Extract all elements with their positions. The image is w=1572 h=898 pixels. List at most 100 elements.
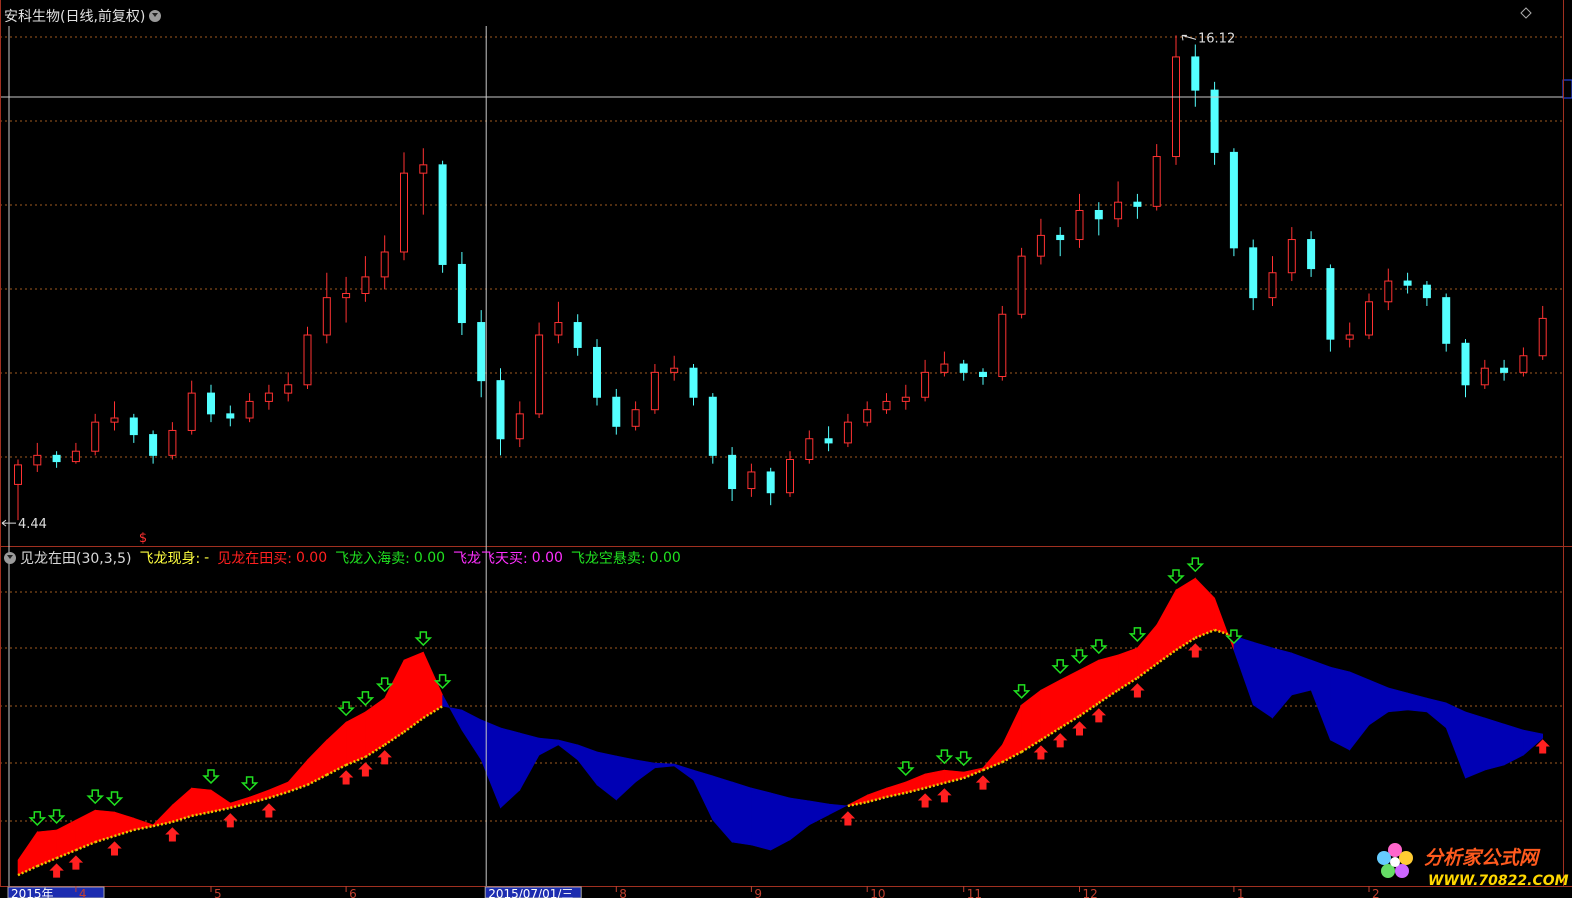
slow-line — [56, 848, 77, 860]
x-tick-label: 6 — [349, 887, 357, 898]
candle-body — [477, 322, 486, 382]
label-arrow — [1181, 34, 1197, 41]
indicator-header: 见龙在田(30,3,5) 飞龙现身: - 见龙在田买: 0.00 飞龙入海卖: 0.00 飞… — [4, 549, 689, 567]
slow-line — [847, 800, 868, 808]
candle-body — [573, 322, 582, 348]
candle-body — [1094, 209, 1103, 220]
logo-center — [1390, 857, 1400, 867]
buy-arrow — [1033, 745, 1049, 760]
candle-body — [1152, 156, 1161, 207]
candle-body — [52, 454, 61, 463]
dropdown-icon[interactable] — [4, 552, 16, 564]
band-fill — [1291, 652, 1312, 696]
slow-line — [114, 828, 135, 838]
x-tick-label: 12 — [1083, 887, 1098, 898]
band-fill — [1252, 641, 1273, 719]
candle-body — [129, 417, 138, 436]
candle-body — [1365, 301, 1373, 336]
candle-body — [14, 464, 22, 485]
slow-line — [210, 806, 231, 814]
sell-arrow — [954, 751, 973, 767]
candle-body — [766, 471, 775, 494]
candle-body — [631, 409, 640, 427]
x-tick-label: 1 — [1237, 887, 1245, 898]
candle-body — [1268, 272, 1277, 299]
sell-arrow — [105, 791, 124, 807]
candle-body — [400, 172, 408, 253]
candle-body — [361, 276, 370, 294]
sell-arrow — [375, 677, 394, 693]
slow-line — [133, 824, 154, 832]
band-fill — [1175, 577, 1196, 651]
buy-arrow — [937, 788, 952, 803]
stock-title: 安科生物(日线,前复权) — [4, 9, 146, 25]
candle-body — [515, 413, 524, 440]
candle-body — [1422, 284, 1431, 299]
buy-arrow — [358, 762, 373, 777]
logo-petal — [1381, 864, 1395, 878]
sell-arrow — [896, 761, 915, 777]
candle-body — [342, 292, 351, 299]
candle-body — [1036, 234, 1045, 257]
legend-name: 飞龙空悬卖: — [570, 551, 646, 567]
x-tick-label: 2015年 — [11, 887, 54, 898]
candle-body — [612, 396, 621, 427]
candle-body — [1017, 255, 1026, 315]
candle-body — [747, 471, 756, 490]
buy-arrow — [1188, 643, 1203, 658]
candle-body — [322, 297, 331, 336]
slow-line — [963, 768, 984, 780]
candle-body — [979, 371, 987, 378]
x-tick-label: 2 — [1372, 887, 1380, 898]
sell-arrow — [1225, 629, 1243, 645]
candle-body — [554, 322, 563, 336]
buy-arrow — [917, 793, 933, 808]
slow-line — [287, 783, 308, 794]
candle-body — [728, 454, 737, 490]
candle-body — [805, 438, 814, 461]
buy-arrow — [165, 827, 180, 842]
x-tick-label: 2015/07/01/三 — [488, 887, 573, 898]
logo-petal — [1399, 851, 1413, 865]
logo: 分析家公式网 WWW.70822.COM — [1377, 843, 1569, 889]
sell-arrow — [433, 674, 452, 689]
candle-body — [71, 450, 80, 463]
slow-line — [924, 781, 945, 790]
candle-body — [882, 400, 891, 411]
slow-line — [94, 834, 115, 844]
sell-arrow — [1089, 639, 1108, 655]
legend-value: 0.00 — [531, 550, 563, 566]
sell-arrow — [1186, 557, 1205, 573]
candle-body — [959, 363, 968, 373]
buy-arrow — [840, 811, 856, 826]
candle-body — [303, 334, 312, 386]
candle-body — [1210, 89, 1219, 153]
sell-arrow — [28, 811, 47, 826]
candle-body — [901, 396, 910, 402]
candle-body — [593, 346, 601, 398]
slow-line — [191, 810, 212, 818]
sell-arrow — [86, 789, 105, 805]
dropdown-icon[interactable] — [149, 10, 162, 22]
indicator-layer — [17, 557, 1550, 878]
band-fill — [751, 787, 772, 851]
x-tick-label: 8 — [619, 887, 627, 898]
legend-value: 0.00 — [295, 550, 328, 566]
band-fill — [731, 781, 752, 846]
slow-line — [886, 791, 907, 799]
legend-value: 0.00 — [413, 550, 446, 566]
candle-body — [670, 367, 679, 373]
slow-line — [905, 786, 926, 795]
candle-body — [207, 392, 215, 415]
candle-body — [149, 434, 158, 456]
candle-body — [1307, 239, 1316, 270]
indicator-title: 见龙在田(30,3,5) — [20, 551, 132, 567]
candle-body — [650, 371, 659, 411]
slow-line — [152, 820, 173, 828]
logo-petal — [1377, 851, 1391, 865]
slow-line — [249, 796, 270, 805]
slow-line — [944, 776, 965, 785]
sell-arrow — [1128, 627, 1147, 642]
candle-body — [438, 164, 447, 265]
